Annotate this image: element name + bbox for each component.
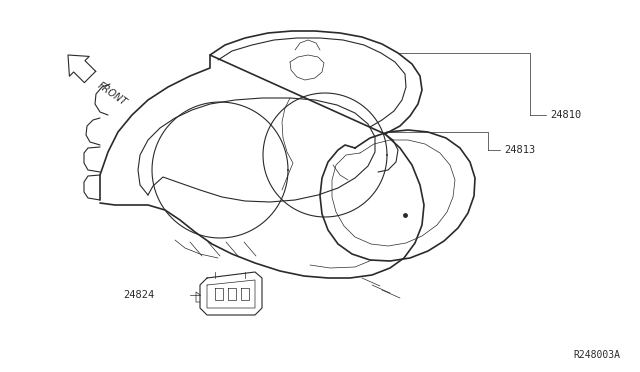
Text: 24824: 24824 bbox=[123, 290, 154, 300]
Text: 24810: 24810 bbox=[550, 110, 581, 120]
Text: FRONT: FRONT bbox=[96, 80, 129, 107]
Text: 24813: 24813 bbox=[504, 145, 535, 155]
Text: R248003A: R248003A bbox=[573, 350, 620, 360]
